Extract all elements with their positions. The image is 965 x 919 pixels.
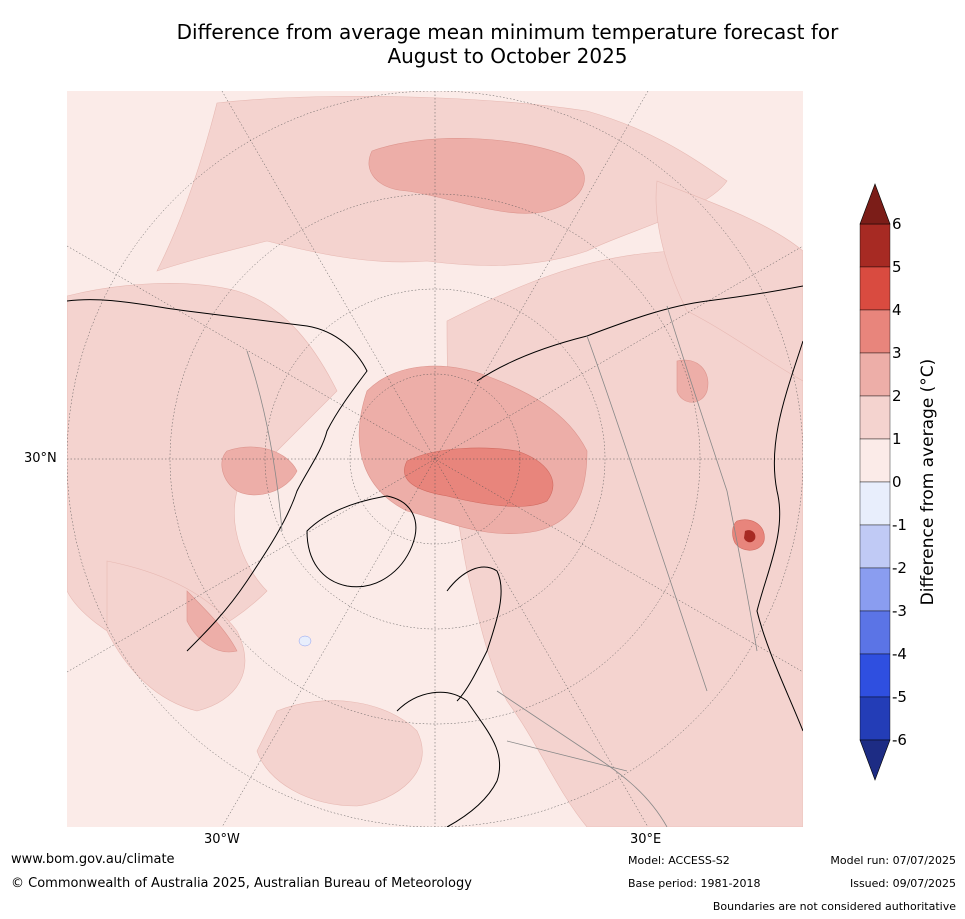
coast-greenland [306, 495, 417, 588]
colorbar-bin [859, 352, 891, 397]
graticule [67, 91, 803, 827]
coast-east-asia [756, 340, 803, 732]
colorbar-bin [859, 696, 891, 741]
colorbar-label: Difference from average (°C) [918, 358, 938, 606]
anomaly-zone-eurasia [446, 250, 803, 827]
colorbar [859, 183, 891, 781]
anomaly-zone-atlantic-south [256, 700, 423, 807]
colorbar-bins [859, 223, 891, 741]
anomaly-zone-atlantic-warm [186, 590, 238, 653]
coast-scandinavia [446, 566, 502, 702]
anomaly-zone-below-average [298, 635, 312, 647]
colorbar-bin [859, 309, 891, 354]
colorbar-bin [859, 266, 891, 311]
anomaly-zone-north-atlantic [106, 560, 246, 712]
anomaly-zone-arctic-core [404, 447, 554, 507]
colorbar-tick-label: 6 [892, 215, 902, 233]
title-line-2: August to October 2025 [387, 44, 628, 68]
country-borders [246, 305, 758, 827]
colorbar-bin [859, 567, 891, 612]
colorbar-tick-label: -3 [892, 602, 907, 620]
footer-issued: Issued: 09/07/2025 [849, 877, 956, 890]
lat-label-30n: 30°N [24, 451, 57, 466]
footer-website: www.bom.gov.au/climate [11, 852, 175, 867]
border-4 [506, 740, 628, 772]
colorbar-tick-label: -6 [892, 731, 907, 749]
forecast-map [67, 91, 803, 827]
coastlines [67, 285, 803, 827]
colorbar-bin [859, 481, 891, 526]
footer-copyright: © Commonwealth of Australia 2025, Austra… [11, 876, 472, 891]
graticule-circle-2 [264, 288, 606, 630]
coast-north-america [67, 299, 368, 652]
colorbar-tick-label: 0 [892, 473, 902, 491]
anomaly-zone-siberia-warm [676, 359, 709, 403]
anomaly-zone-siberian-hotspot-core [744, 530, 756, 543]
colorbar-bin [859, 524, 891, 569]
border-3 [496, 690, 668, 827]
colorbar-under-arrow [859, 739, 891, 781]
colorbar-bin [859, 438, 891, 483]
map-title: Difference from average mean minimum tem… [0, 20, 965, 68]
colorbar-tick-label: -4 [892, 645, 907, 663]
colorbar-bin [859, 653, 891, 698]
footer-model: Model: ACCESS-S2 [628, 854, 730, 867]
footer-base-period: Base period: 1981-2018 [628, 877, 761, 890]
colorbar-bin [859, 610, 891, 655]
colorbar-tick-label: -2 [892, 559, 907, 577]
colorbar-tick-label: -5 [892, 688, 907, 706]
colorbar-tick-label: 1 [892, 430, 902, 448]
border-2 [666, 305, 758, 652]
colorbar-tick-label: 5 [892, 258, 902, 276]
footer-model-run: Model run: 07/07/2025 [830, 854, 956, 867]
graticule-circle-3 [169, 193, 701, 725]
colorbar-over-arrow [859, 183, 891, 225]
lon-label-30w: 30°W [204, 832, 240, 847]
lon-label-30e: 30°E [630, 832, 662, 847]
colorbar-tick-label: 2 [892, 387, 902, 405]
colorbar-tick-label: 3 [892, 344, 902, 362]
title-line-1: Difference from average mean minimum tem… [176, 20, 839, 44]
coast-eurasia-north [476, 285, 803, 382]
border-5 [246, 350, 283, 532]
anomaly-zone-pacific-warm [368, 138, 585, 214]
border-1 [586, 335, 708, 692]
colorbar-tick-label: -1 [892, 516, 907, 534]
footer-disclaimer: Boundaries are not considered authoritat… [712, 900, 956, 913]
map-canvas [67, 91, 803, 827]
colorbar-bin [859, 395, 891, 440]
anomaly-zone-west-pacific [655, 180, 803, 382]
coast-europe [396, 691, 501, 827]
colorbar-bin [859, 223, 891, 268]
colorbar-tick-label: 4 [892, 301, 902, 319]
